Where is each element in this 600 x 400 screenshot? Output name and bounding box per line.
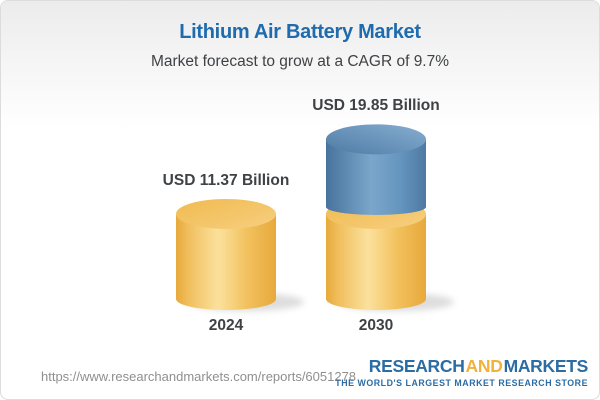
value-label-2030: USD 19.85 Billion bbox=[312, 97, 440, 115]
bar-2024 bbox=[176, 198, 304, 311]
cylinder-segment-2030-0 bbox=[326, 213, 426, 310]
logo-word-markets: MARKETS bbox=[503, 356, 589, 376]
logo-tagline: THE WORLD'S LARGEST MARKET RESEARCH STOR… bbox=[335, 377, 588, 388]
bars-group bbox=[176, 124, 454, 311]
header-background bbox=[1, 1, 599, 129]
research-and-markets-logo: RESEARCHANDMARKETS THE WORLD'S LARGEST M… bbox=[335, 356, 589, 388]
logo-word-research: RESEARCH bbox=[368, 356, 465, 376]
value-label-2024: USD 11.37 Billion bbox=[162, 171, 290, 189]
report-url[interactable]: https://www.researchandmarkets.com/repor… bbox=[41, 369, 357, 384]
logo-word-and: AND bbox=[465, 356, 503, 376]
bar-2030 bbox=[326, 124, 454, 311]
chart-subtitle: Market forecast to grow at a CAGR of 9.7… bbox=[150, 53, 450, 70]
chart-title: Lithium Air Battery Market bbox=[179, 21, 421, 43]
year-label-2024: 2024 bbox=[208, 317, 244, 334]
cylinder-segment-2024-0 bbox=[176, 213, 276, 310]
logo-wordmark: RESEARCHANDMARKETS bbox=[335, 356, 589, 376]
cylinder-cap-2030-1 bbox=[326, 124, 426, 155]
year-label-2030: 2030 bbox=[358, 317, 394, 334]
cylinder-cap-2024-0 bbox=[176, 198, 276, 229]
cylinder-segment-2030-1 bbox=[326, 139, 426, 215]
